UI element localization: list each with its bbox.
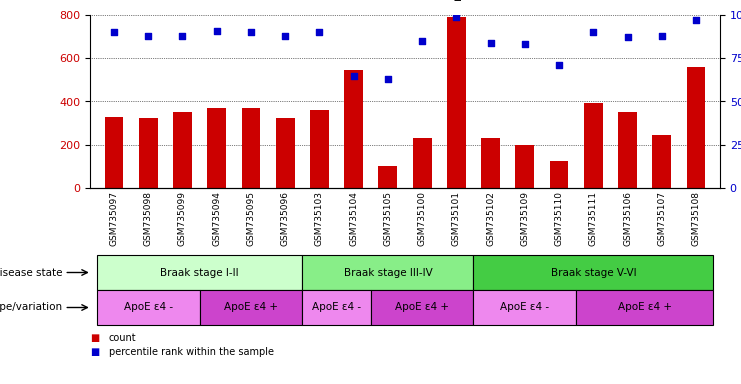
Text: ApoE ε4 -: ApoE ε4 - (500, 303, 549, 313)
Bar (481, 138, 500, 188)
Point (519, 41, 531, 48)
Text: percentile rank within the sample: percentile rank within the sample (108, 347, 273, 357)
Point (108, 29, 120, 35)
Text: ApoE ε4 +: ApoE ε4 + (618, 303, 671, 313)
Bar (550, 161, 568, 188)
Bar (242, 108, 260, 188)
Text: ■: ■ (90, 347, 99, 357)
Text: Braak stage III-IV: Braak stage III-IV (344, 268, 432, 278)
Bar (302, 255, 473, 290)
Bar (379, 166, 397, 188)
Point (348, 73, 359, 79)
Bar (687, 67, 705, 188)
Text: Braak stage V-VI: Braak stage V-VI (551, 268, 636, 278)
Bar (473, 255, 713, 290)
Point (245, 29, 257, 35)
Bar (173, 112, 192, 188)
Bar (302, 290, 370, 325)
Point (142, 33, 154, 39)
Text: Braak stage I-II: Braak stage I-II (160, 268, 239, 278)
Text: genotype/variation: genotype/variation (0, 303, 62, 313)
Text: ApoE ε4 -: ApoE ε4 - (312, 303, 361, 313)
Point (656, 33, 668, 39)
Bar (576, 290, 713, 325)
Bar (139, 118, 158, 188)
Text: count: count (108, 333, 136, 343)
Point (588, 29, 599, 35)
Point (210, 28, 222, 34)
Point (382, 76, 393, 82)
Bar (447, 17, 466, 188)
Bar (473, 290, 576, 325)
Point (622, 35, 634, 41)
Text: ApoE ε4 -: ApoE ε4 - (124, 303, 173, 313)
Text: disease state: disease state (0, 268, 62, 278)
Bar (370, 290, 473, 325)
Point (553, 62, 565, 68)
Bar (584, 103, 602, 188)
Text: ■: ■ (90, 333, 99, 343)
Point (485, 40, 496, 46)
Bar (207, 108, 226, 188)
Bar (199, 290, 302, 325)
Point (416, 38, 428, 44)
Bar (310, 110, 329, 188)
Point (690, 17, 702, 23)
Text: ApoE ε4 +: ApoE ε4 + (395, 303, 449, 313)
Bar (104, 117, 124, 188)
Bar (97, 290, 199, 325)
Bar (345, 70, 363, 188)
Point (313, 29, 325, 35)
Bar (276, 118, 295, 188)
Bar (652, 135, 671, 188)
Bar (97, 255, 302, 290)
Bar (618, 112, 637, 188)
Bar (413, 138, 431, 188)
Text: ApoE ε4 +: ApoE ε4 + (224, 303, 278, 313)
Point (176, 33, 188, 39)
Bar (516, 145, 534, 188)
Point (451, 14, 462, 20)
Point (279, 33, 291, 39)
